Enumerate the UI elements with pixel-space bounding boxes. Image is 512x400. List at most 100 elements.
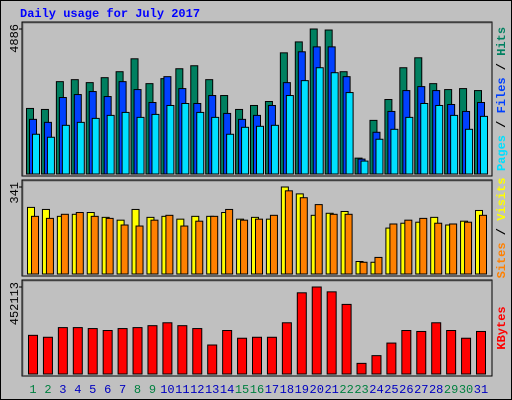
- bar: [121, 111, 130, 175]
- bar: [329, 213, 338, 275]
- bar: [192, 328, 203, 375]
- bar: [162, 322, 173, 375]
- bar: [196, 111, 205, 175]
- bar: [479, 214, 487, 275]
- bar: [386, 342, 397, 375]
- bar: [225, 208, 234, 275]
- x-tick-label: 29: [444, 383, 458, 397]
- x-tick-label: 9: [149, 383, 156, 397]
- bar: [42, 336, 53, 375]
- x-tick-label: 13: [205, 383, 219, 397]
- x-tick-label: 22: [339, 383, 353, 397]
- bar: [180, 225, 189, 275]
- legend-separator: /: [495, 221, 509, 243]
- chart-title: Daily usage for July 2017: [20, 7, 200, 21]
- legend: KBytes: [495, 306, 509, 349]
- bar: [389, 223, 398, 275]
- bar: [266, 336, 277, 375]
- bar: [240, 219, 249, 275]
- bar: [405, 116, 414, 175]
- bar: [237, 337, 248, 375]
- bar: [345, 92, 354, 175]
- bar: [419, 217, 428, 275]
- x-tick-label: 31: [474, 383, 488, 397]
- bar: [255, 218, 263, 275]
- bar: [165, 214, 174, 275]
- bar: [285, 95, 294, 175]
- bar: [311, 286, 322, 375]
- bar: [132, 327, 143, 375]
- bar: [135, 225, 144, 275]
- bar: [404, 219, 413, 275]
- bar: [150, 219, 159, 275]
- bar: [177, 325, 188, 375]
- bar: [374, 256, 383, 275]
- bar: [270, 124, 279, 175]
- bar: [326, 291, 337, 375]
- bar: [181, 102, 190, 175]
- y-tick-label: 4886: [8, 24, 22, 53]
- bar: [32, 133, 40, 175]
- panel-bevel: [22, 280, 491, 375]
- bar: [465, 128, 474, 175]
- bar: [461, 337, 472, 375]
- x-tick-label: 15: [235, 383, 249, 397]
- bar: [87, 328, 98, 375]
- x-tick-label: 20: [310, 383, 324, 397]
- y-tick-label: 341: [8, 182, 22, 204]
- x-tick-label: 14: [220, 383, 234, 397]
- bar: [60, 213, 69, 275]
- bar: [269, 214, 278, 275]
- bar: [330, 72, 339, 175]
- bar: [315, 67, 324, 175]
- bar: [61, 124, 70, 175]
- x-tick-label: 5: [89, 383, 96, 397]
- legend-entry: Pages: [495, 135, 509, 171]
- bar: [76, 121, 85, 175]
- bar: [45, 217, 54, 275]
- bar: [434, 222, 443, 275]
- bar: [299, 197, 308, 275]
- bar: [284, 190, 293, 275]
- bar: [106, 114, 115, 175]
- bar: [256, 125, 264, 175]
- legend-entry: Files: [495, 77, 509, 113]
- panel-bevel: [22, 22, 491, 175]
- bar: [420, 102, 429, 175]
- bar: [416, 330, 427, 375]
- x-tick-label: 1: [29, 383, 36, 397]
- x-tick-label: 3: [59, 383, 66, 397]
- bar: [401, 329, 412, 375]
- bar: [464, 221, 473, 275]
- legend-separator: /: [495, 113, 509, 135]
- x-tick-label: 2: [44, 383, 51, 397]
- x-tick-label: 7: [119, 383, 126, 397]
- x-tick-label: 24: [369, 383, 383, 397]
- bar: [75, 212, 84, 275]
- bar: [314, 204, 323, 275]
- x-tick-label: 23: [354, 383, 368, 397]
- bar: [222, 329, 233, 375]
- bar: [195, 220, 204, 275]
- x-tick-label: 6: [104, 383, 111, 397]
- bar: [72, 327, 83, 375]
- x-tick-label: 18: [280, 383, 294, 397]
- x-tick-label: 8: [134, 383, 141, 397]
- bar: [211, 116, 220, 175]
- x-tick-label: 28: [429, 383, 443, 397]
- bar: [435, 104, 444, 175]
- y-tick-label: 452113: [8, 282, 22, 325]
- bar: [252, 336, 262, 375]
- x-tick-label: 25: [384, 383, 398, 397]
- bar: [136, 116, 145, 175]
- x-tick-label: 27: [414, 383, 428, 397]
- x-tick-label: 17: [265, 383, 279, 397]
- x-tick-label: 21: [324, 383, 338, 397]
- bar: [31, 215, 39, 275]
- x-tick-label: 10: [160, 383, 174, 397]
- bar: [359, 261, 368, 275]
- bar: [147, 325, 158, 375]
- legend-entry: KBytes: [495, 306, 509, 349]
- bar: [390, 128, 399, 175]
